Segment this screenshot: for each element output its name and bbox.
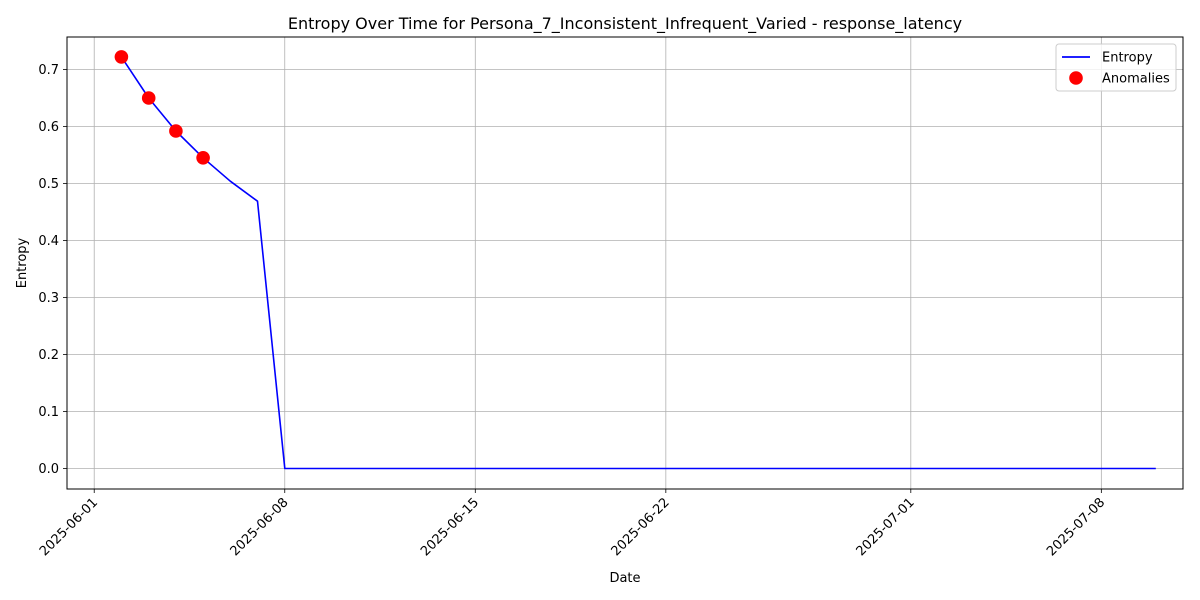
plot-frame <box>66 36 1184 490</box>
entropy-series-line <box>120 56 1156 470</box>
grid <box>67 37 1183 489</box>
x-axis-label: Date <box>609 571 640 586</box>
y-axis-label: Entropy <box>15 237 30 288</box>
legend-label: Entropy <box>1102 51 1153 66</box>
chart-title: Entropy Over Time for Persona_7_Inconsis… <box>288 14 962 34</box>
y-tick-label: 0.1 <box>38 405 59 420</box>
anomaly-point <box>114 50 129 64</box>
legend-label: Anomalies <box>1102 72 1170 87</box>
x-tick-label: 2025-07-01 <box>854 495 918 559</box>
y-tick-label: 0.0 <box>38 462 59 477</box>
legend: Entropy Anomalies <box>1055 43 1177 92</box>
x-tick-label: 2025-06-08 <box>228 495 292 559</box>
y-tick-label: 0.2 <box>38 348 59 363</box>
x-tick-label: 2025-06-22 <box>609 495 673 559</box>
legend-box <box>1055 43 1177 92</box>
plot-area <box>114 50 1156 470</box>
legend-anomalies-swatch <box>1069 71 1083 85</box>
x-tick-label: 2025-06-01 <box>37 495 101 559</box>
y-axis-ticks: 0.0 0.1 0.2 0.3 0.4 0.5 0.6 0.7 <box>38 63 67 477</box>
y-tick-label: 0.3 <box>38 291 59 306</box>
y-tick-label: 0.4 <box>38 234 59 249</box>
anomaly-point <box>169 124 183 138</box>
y-tick-label: 0.5 <box>38 177 59 192</box>
x-axis-ticks: 2025-06-01 2025-06-08 2025-06-15 2025-06-22… <box>37 489 1108 559</box>
y-tick-label: 0.7 <box>38 63 59 78</box>
x-tick-label: 2025-06-15 <box>418 495 482 559</box>
x-tick-label: 2025-07-08 <box>1044 495 1108 559</box>
anomaly-point <box>141 91 156 105</box>
anomaly-point <box>196 151 210 165</box>
y-tick-label: 0.6 <box>38 120 59 135</box>
